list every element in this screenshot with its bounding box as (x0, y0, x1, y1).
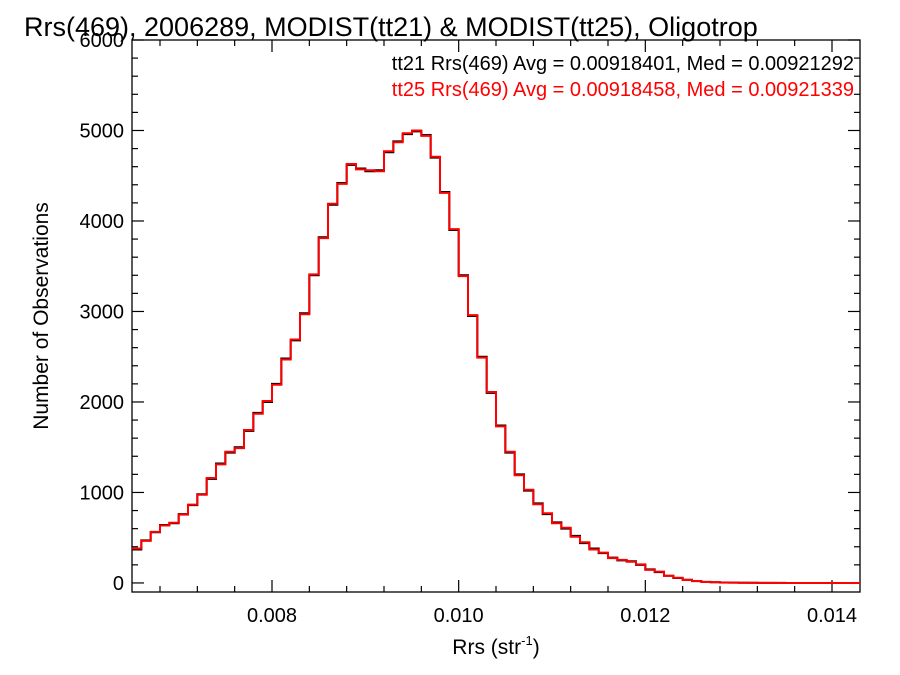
y-tick-label: 4000 (80, 211, 125, 233)
y-tick-label: 1000 (80, 482, 125, 504)
y-tick-label: 2000 (80, 392, 125, 414)
x-axis-label-superscript: -1 (521, 633, 533, 648)
series-tt21-line (132, 130, 860, 584)
x-axis-label-main: Rrs (str (452, 636, 521, 659)
y-tick-label: 5000 (80, 120, 125, 142)
y-tick-label: 0 (113, 573, 124, 595)
x-tick-label: 0.014 (807, 605, 857, 627)
axis-ticks: 0.008 0.010 0.012 0.014 0 1000 2000 3000 4000 500… (80, 30, 860, 627)
annotation-tt25: tt25 Rrs(469) Avg = 0.00918458, Med = 0.… (392, 79, 854, 101)
plot-border (131, 39, 861, 593)
x-axis-label: Rrs (str-1) (452, 633, 539, 659)
x-axis-label-close: ) (533, 636, 540, 659)
y-tick-label: 3000 (80, 301, 125, 323)
x-tick-label: 0.010 (434, 605, 484, 627)
y-tick-label: 6000 (80, 30, 125, 52)
chart-title: Rrs(469), 2006289, MODIST(tt21) & MODIST… (24, 12, 758, 42)
plot-area (131, 39, 861, 593)
y-axis-label: Number of Observations (30, 202, 53, 430)
x-tick-label: 0.012 (620, 605, 670, 627)
series-tt25-line (132, 129, 860, 584)
series-layer (132, 129, 860, 584)
x-tick-label: 0.008 (247, 605, 297, 627)
annotation-tt21: tt21 Rrs(469) Avg = 0.00918401, Med = 0.… (392, 53, 854, 75)
